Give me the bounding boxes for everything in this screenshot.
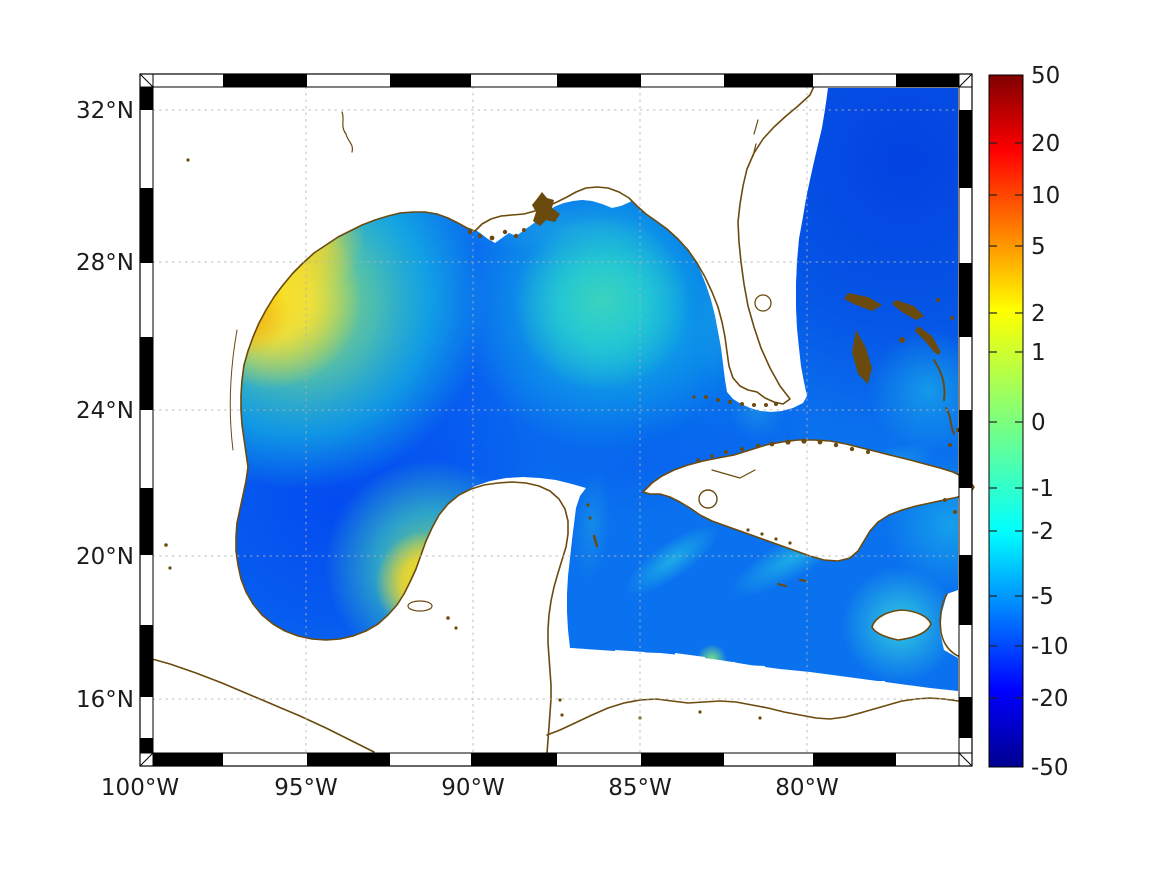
colorbar-labels: 50 20 10 5 2 1 0 -1 -2 -5 -10 -20 -50: [1031, 63, 1069, 781]
abaco: [892, 300, 924, 320]
lake-okeechobee: [754, 294, 772, 312]
land-jamaica: [871, 609, 932, 641]
frame-inner-box: [152, 86, 960, 754]
yucatan-east-light: [573, 470, 611, 580]
land-hispaniola-edge: [940, 590, 958, 658]
bahamas-chain-1: [933, 359, 946, 401]
lat-label-24n: 24°N: [76, 398, 134, 424]
colorbar-ticks: [989, 142, 1023, 699]
colorbar-gradient: [988, 74, 1024, 768]
cb-label-m50: -50: [1031, 755, 1069, 781]
cb-label-50: 50: [1031, 63, 1060, 89]
eleuthera: [915, 326, 940, 353]
coast-hispaniola: [939, 593, 959, 657]
cb-label-m20: -20: [1031, 686, 1069, 712]
cozumel: [592, 534, 599, 548]
cb-label-5: 5: [1031, 234, 1046, 260]
cb-label-10: 10: [1031, 183, 1060, 209]
land-southern-band: [570, 648, 958, 753]
zebra-black-segments: [140, 74, 972, 766]
lat-label-28n: 28°N: [76, 250, 134, 276]
laguna-madre-line: [229, 329, 238, 451]
frame-corner-miters: [139, 73, 973, 767]
zebra-frame: [139, 73, 973, 767]
lat-axis-labels: 32°N 28°N 24°N 20°N 16°N: [76, 98, 134, 713]
coast-central-america: [546, 697, 959, 736]
caribbean-cyan-streak-2: [625, 525, 719, 595]
colorbar: 50 20 10 5 2 1 0 -1 -2 -5 -10 -20 -50: [988, 63, 1069, 781]
lon-axis-labels: 100°W 95°W 90°W 85°W 80°W: [101, 775, 839, 801]
mississippi-delta-blob: [532, 192, 560, 226]
cb-label-m2: -2: [1031, 519, 1054, 545]
land-north-america-mexico: [153, 87, 818, 753]
bahamas-light-patch: [868, 330, 958, 450]
lon-label-85w: 85°W: [608, 775, 672, 801]
grand-bahama: [844, 293, 882, 311]
cayman-islands: [777, 579, 807, 587]
terminos-lagoon: [407, 600, 433, 612]
cb-label-0: 0: [1031, 410, 1046, 436]
georgia-barrier-dashes: [752, 119, 759, 157]
cb-label-2: 2: [1031, 301, 1046, 327]
islets: [164, 158, 960, 720]
land-masks: [153, 87, 975, 753]
cb-label-m10: -10: [1031, 634, 1069, 660]
coast-pacific-mexico: [144, 656, 375, 753]
lon-label-100w: 100°W: [101, 775, 179, 801]
isla-juventud: [698, 489, 718, 509]
lon-label-95w: 95°W: [274, 775, 338, 801]
lat-label-16n: 16°N: [76, 687, 134, 713]
midgulf-cyan-halo: [463, 172, 743, 452]
andros: [852, 330, 872, 384]
cb-label-m1: -1: [1031, 476, 1054, 502]
coastlines: [144, 73, 959, 754]
cb-label-m5: -5: [1031, 584, 1054, 610]
zapata-peninsula: [711, 469, 756, 479]
graticule: [152, 86, 960, 754]
lon-label-90w: 90°W: [441, 775, 505, 801]
cb-label-20: 20: [1031, 131, 1060, 157]
land-cuba: [642, 439, 975, 562]
lon-label-80w: 80°W: [775, 775, 839, 801]
cb-label-1: 1: [1031, 340, 1046, 366]
lat-label-32n: 32°N: [76, 98, 134, 124]
river-texas: [341, 111, 353, 153]
new-providence: [899, 337, 905, 343]
lat-label-20n: 20°N: [76, 544, 134, 570]
frame-outer-box: [139, 73, 973, 767]
coast-mainland: [235, 73, 819, 754]
